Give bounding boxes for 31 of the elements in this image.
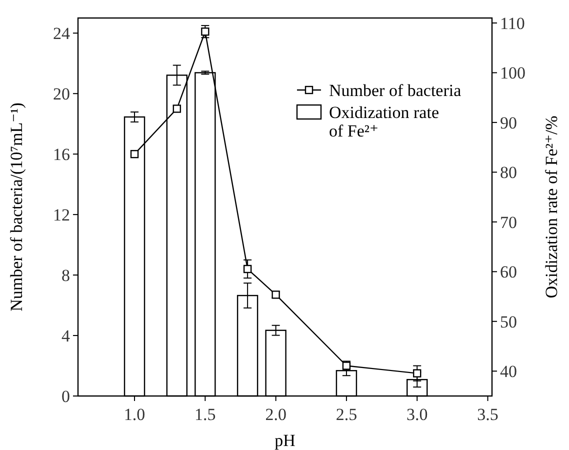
point	[243, 264, 252, 274]
x-tick-label: 1.5	[194, 405, 216, 424]
y-tick-label: 12	[53, 206, 70, 225]
y-axis-title: Number of bacteria/(10⁷mL⁻¹)	[7, 102, 26, 312]
point	[130, 150, 139, 158]
y2-tick-label: 90	[500, 113, 517, 132]
point	[413, 369, 422, 378]
x-tick-label: 1.0	[124, 405, 146, 424]
y-tick-label: 16	[53, 145, 70, 164]
y2-tick-label: 60	[500, 262, 517, 282]
y2-tick-label: 100	[500, 64, 526, 83]
y-tick-label: 24	[53, 24, 70, 44]
y2-tick-label: 80	[500, 163, 517, 182]
point	[172, 104, 182, 113]
x-tick-label: 2.5	[336, 405, 358, 424]
y2-tick-label: 110	[500, 14, 525, 33]
y-tick-label: 0	[62, 386, 70, 406]
legend-label: Oxidization rate of Fe²⁺	[329, 102, 439, 141]
x-tick-label: 3.5	[477, 405, 498, 424]
x-tick-label: 3.0	[406, 405, 428, 424]
y-tick-label: 8	[62, 266, 70, 285]
y2-tick-label: 50	[500, 312, 517, 332]
x-axis-title: pH	[274, 431, 296, 450]
y-tick-label: 4	[62, 326, 70, 346]
point	[201, 28, 210, 36]
y2-tick-label: 70	[500, 212, 517, 232]
legend-label: Number of bacteria	[329, 80, 462, 100]
y-tick-label: 20	[53, 84, 70, 104]
y2-tick-label: 40	[500, 362, 517, 382]
x-tick-label: 2.0	[265, 405, 286, 424]
y2-axis-title: Oxidization rate of Fe²⁺/%	[542, 116, 561, 298]
